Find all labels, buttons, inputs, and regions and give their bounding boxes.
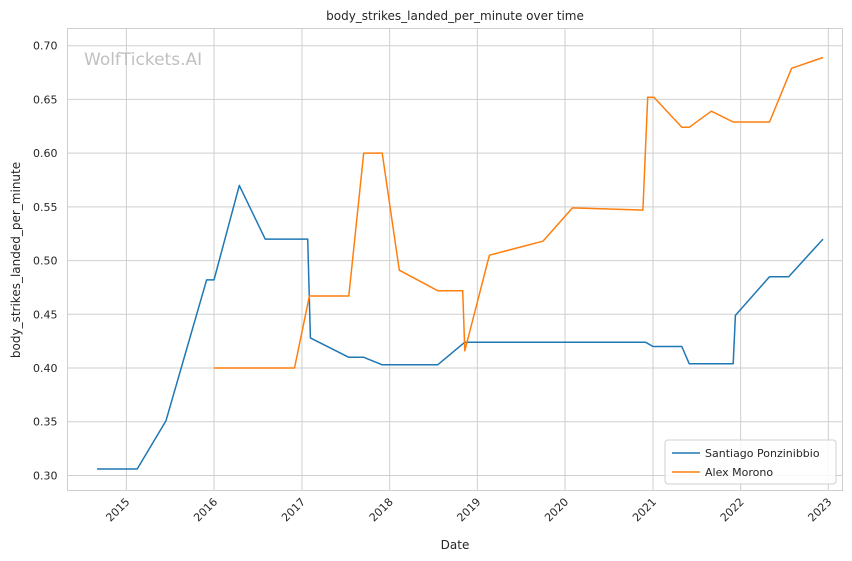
y-tick-label: 0.45 <box>33 308 58 321</box>
y-tick-label: 0.60 <box>33 147 58 160</box>
watermark: WolfTickets.AI <box>84 50 202 70</box>
legend: Santiago Ponzinibbio Alex Morono <box>664 439 837 485</box>
legend-label: Alex Morono <box>705 466 773 479</box>
y-tick-label: 0.50 <box>33 255 58 268</box>
legend-label: Santiago Ponzinibbio <box>705 447 820 460</box>
series-layer <box>97 56 824 470</box>
x-grid <box>125 28 829 491</box>
series-line-2 <box>214 56 824 369</box>
y-tick-label: 0.65 <box>33 93 58 106</box>
plot-frame <box>67 28 843 491</box>
chart-title: body_strikes_landed_per_minute over time <box>326 9 584 23</box>
y-tick-label: 0.30 <box>33 469 58 482</box>
x-axis-title: Date <box>441 538 470 552</box>
y-tick-label: 0.55 <box>33 201 58 214</box>
legend-box <box>664 439 837 485</box>
y-axis: 0.30 0.35 0.40 0.45 0.50 0.55 0.60 0.65 0.70 <box>33 40 58 483</box>
series-line-1 <box>97 184 824 470</box>
y-tick-label: 0.70 <box>33 40 58 53</box>
y-tick-label: 0.40 <box>33 362 58 375</box>
y-tick-label: 0.35 <box>33 416 58 429</box>
y-axis-title: body_strikes_landed_per_minute <box>9 162 23 358</box>
